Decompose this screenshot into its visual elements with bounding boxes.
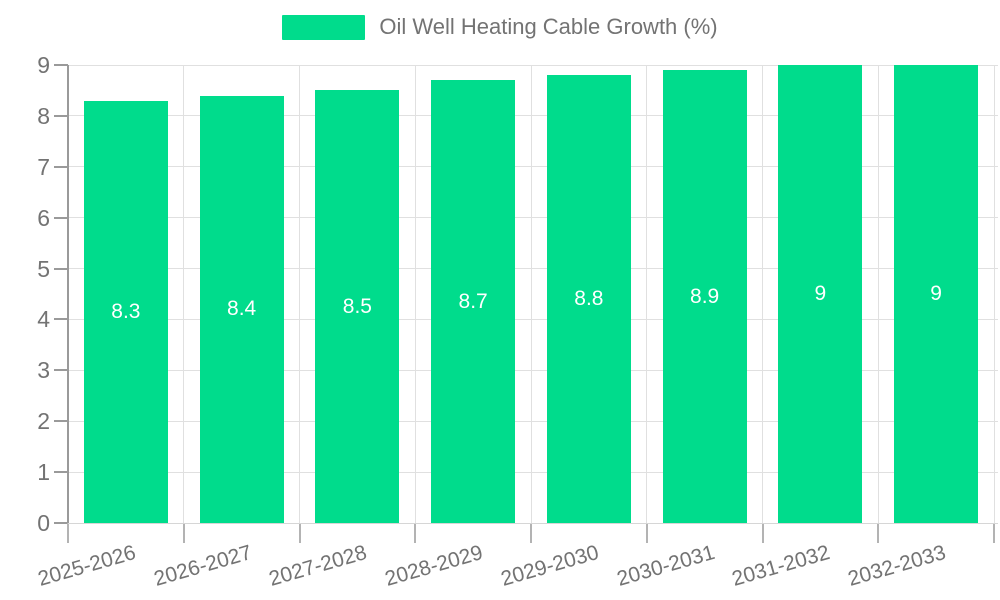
x-gridline: [414, 65, 416, 523]
y-axis-line: [67, 65, 69, 523]
y-gridline: [68, 217, 998, 219]
x-axis-tick: [761, 523, 764, 543]
y-gridline: [68, 369, 998, 371]
x-gridline: [530, 65, 532, 523]
y-gridline: [68, 420, 998, 422]
y-axis-tick-label: 1: [37, 459, 50, 486]
x-axis-tick: [182, 523, 185, 543]
bar-value-label: 8.3: [111, 299, 141, 323]
x-axis-line: [68, 523, 998, 524]
bar-2028-2029[interactable]: [431, 80, 516, 523]
x-gridline: [762, 65, 763, 523]
x-axis-tick: [298, 523, 301, 543]
bar-value-label: 9: [930, 282, 942, 305]
bar-2029-2030[interactable]: [546, 75, 631, 523]
x-axis-tick: [414, 523, 417, 543]
x-gridline: [877, 65, 879, 523]
x-gridline: [299, 65, 300, 523]
y-gridline: [68, 166, 998, 168]
y-axis-tick: [54, 64, 68, 66]
chart-legend[interactable]: Oil Well Heating Cable Growth (%): [0, 14, 1000, 40]
y-axis-tick: [54, 216, 68, 219]
y-gridline: [68, 115, 998, 117]
y-axis-tick-label: 5: [37, 255, 50, 282]
bar-value-label: 8.8: [574, 287, 604, 311]
y-axis-tick: [54, 114, 68, 117]
legend-label: Oil Well Heating Cable Growth (%): [379, 14, 718, 39]
y-axis-tick-label: 3: [37, 357, 50, 384]
bar-value-label: 8.5: [342, 294, 372, 318]
bar-2030-2031[interactable]: [662, 70, 747, 523]
y-axis-tick: [54, 420, 68, 423]
y-axis-tick: [54, 369, 68, 372]
x-gridline: [993, 65, 995, 523]
y-axis-tick: [54, 165, 68, 168]
y-axis-tick: [54, 267, 68, 270]
x-axis-tick: [993, 523, 995, 543]
y-axis-tick-label: 6: [37, 204, 50, 231]
x-gridline: [646, 65, 648, 523]
bar-2026-2027[interactable]: [199, 95, 284, 523]
bar-value-label: 9: [814, 282, 827, 305]
y-gridline: [68, 268, 998, 270]
x-gridline: [183, 65, 185, 523]
y-axis-tick-label: 4: [37, 306, 50, 333]
bar-2025-2026[interactable]: [83, 100, 168, 523]
y-gridline: [68, 318, 998, 320]
y-axis-tick: [54, 522, 68, 524]
y-gridline: [68, 471, 998, 473]
x-axis-tick: [877, 523, 880, 543]
legend-swatch-icon: [282, 14, 366, 40]
y-axis-tick-label: 7: [37, 153, 50, 180]
bar-2031-2032[interactable]: [778, 65, 863, 523]
y-axis-tick: [54, 318, 68, 321]
y-axis-tick-label: 0: [37, 510, 50, 536]
y-axis-tick: [54, 471, 68, 474]
bar-value-label: 8.9: [690, 284, 720, 308]
bar-value-label: 8.4: [227, 297, 257, 321]
x-axis-tick: [645, 523, 648, 543]
y-gridline: [68, 64, 998, 66]
bar-value-label: 8.7: [458, 289, 488, 313]
y-axis-tick-label: 8: [37, 102, 50, 129]
y-axis-tick-label: 2: [37, 408, 50, 435]
bar-2027-2028[interactable]: [315, 90, 400, 523]
y-axis-tick-label: 9: [37, 52, 50, 78]
bar-2032-2033[interactable]: [894, 65, 979, 523]
x-axis-tick: [530, 523, 532, 543]
x-axis-tick: [67, 523, 69, 543]
